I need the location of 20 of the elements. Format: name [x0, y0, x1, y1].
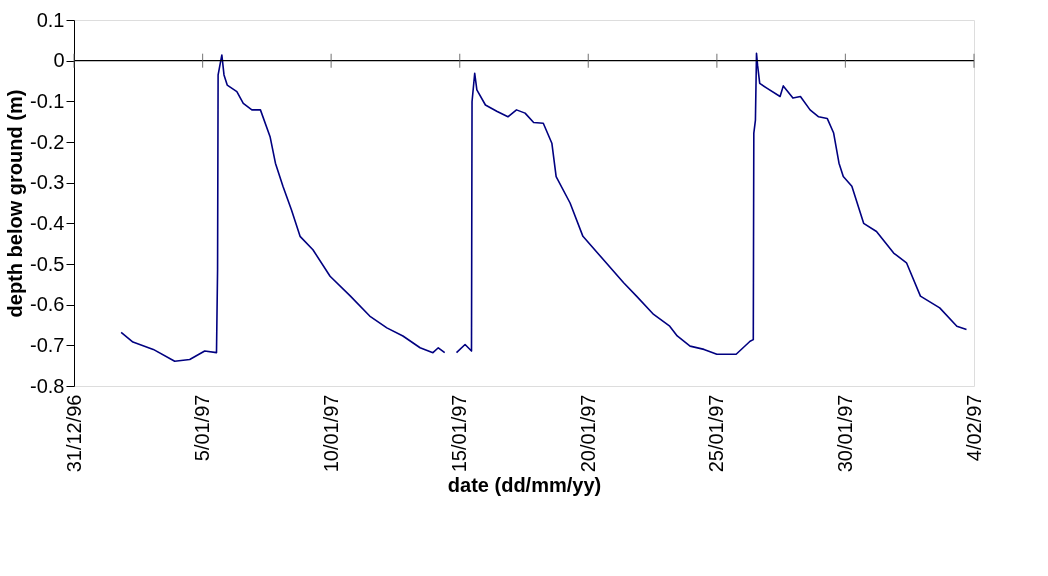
- y-tick-label: 0.1: [36, 8, 65, 31]
- y-tick-label: -0.3: [30, 171, 65, 194]
- x-tick-label: 10/01/97: [319, 394, 342, 473]
- x-tick-label: 20/01/97: [576, 394, 599, 473]
- y-tick-label: -0.4: [30, 211, 65, 234]
- y-tick-label: -0.6: [30, 293, 65, 316]
- x-tick-label: 31/12/96: [62, 394, 85, 473]
- y-tick-label: -0.2: [30, 130, 65, 153]
- y-axis-title: depth below ground (m): [4, 89, 27, 318]
- y-tick-label: 0: [53, 49, 65, 72]
- y-tick-label: -0.1: [30, 89, 65, 112]
- y-tick-label: -0.5: [30, 252, 65, 275]
- y-tick-label: -0.7: [30, 333, 65, 356]
- x-tick-label: 30/01/97: [833, 394, 856, 473]
- x-tick-label: 25/01/97: [705, 394, 728, 473]
- x-tick-label: 15/01/97: [448, 394, 471, 473]
- y-tick-label: -0.8: [30, 374, 65, 397]
- x-tick-label: 5/01/97: [191, 394, 214, 462]
- x-axis-title: date (dd/mm/yy): [447, 474, 602, 497]
- x-tick-label: 4/02/97: [962, 394, 985, 462]
